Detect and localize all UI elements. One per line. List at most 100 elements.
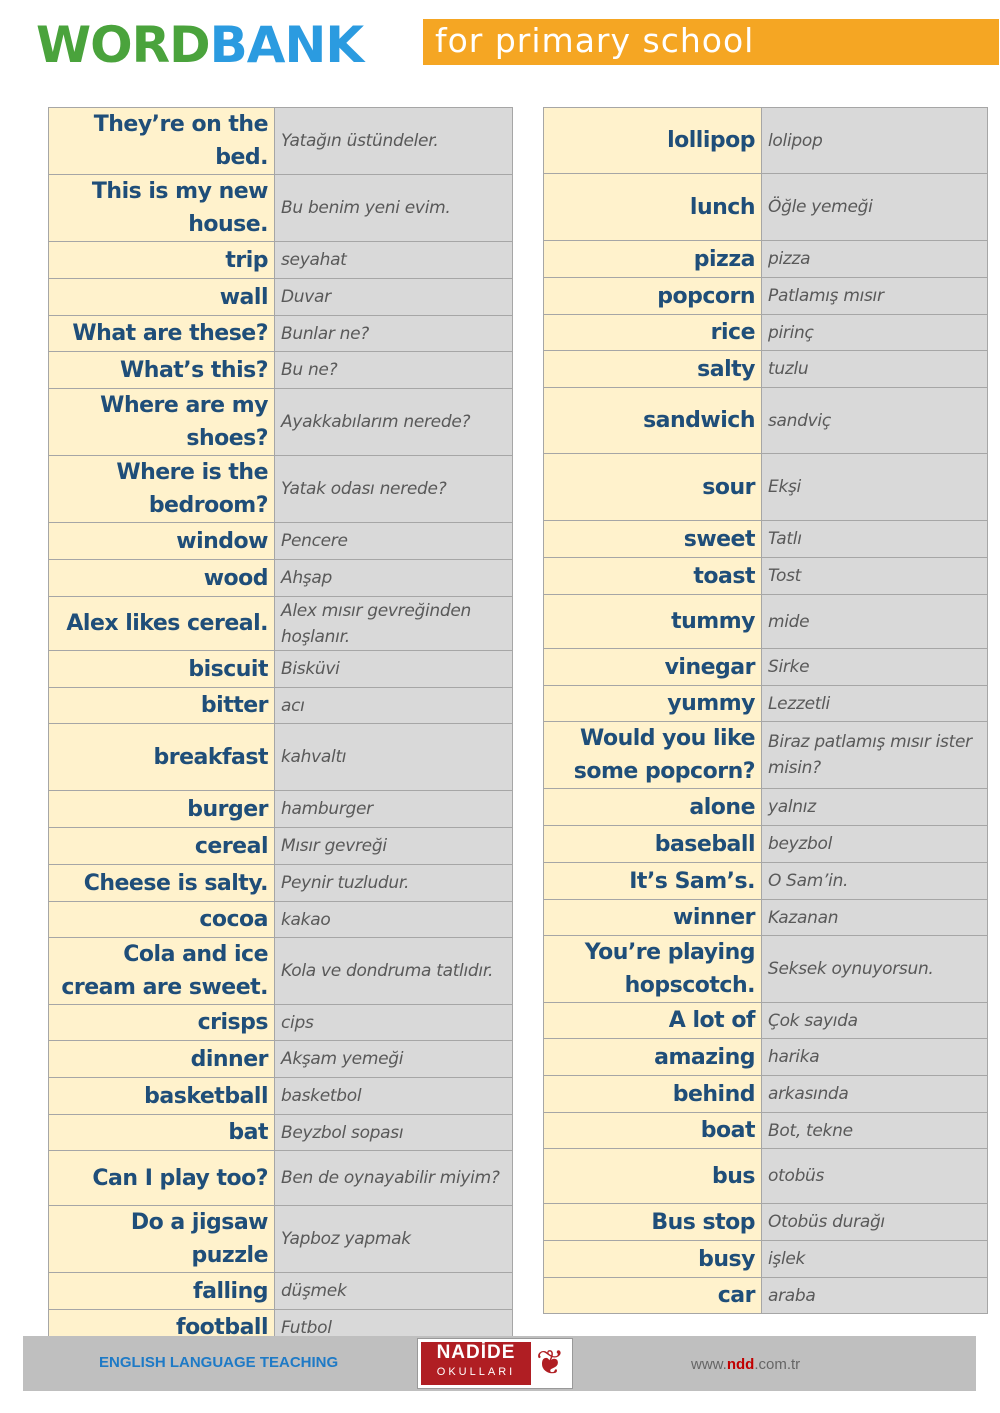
turkish-translation: tuzlu	[761, 350, 988, 388]
english-term: behind	[543, 1075, 762, 1113]
word-row: wall Duvar	[48, 278, 513, 316]
word-row: You’re playing hopscotch. Seksek oynuyors…	[543, 935, 988, 1003]
word-row: popcorn Patlamış mısır	[543, 277, 988, 315]
turkish-translation: Kazanan	[761, 899, 988, 936]
word-row: pizza pizza	[543, 240, 988, 278]
english-term: Do a jigsaw puzzle	[48, 1205, 275, 1273]
word-row: behind arkasında	[543, 1075, 988, 1113]
turkish-translation: Tost	[761, 557, 988, 595]
word-row: bus otobüs	[543, 1148, 988, 1204]
word-row: Can I play too? Ben de oynayabilir miyim?	[48, 1150, 513, 1206]
turkish-translation: Peynir tuzludur.	[274, 864, 513, 902]
english-term: wall	[48, 278, 275, 316]
tulip-icon: ❦	[536, 1344, 565, 1382]
turkish-translation: Bu ne?	[274, 351, 513, 389]
turkish-translation: pirinç	[761, 314, 988, 351]
logo-bank: BANK	[209, 16, 364, 74]
turkish-translation: Ahşap	[274, 559, 513, 597]
word-row: alone yalnız	[543, 788, 988, 826]
english-term: wood	[48, 559, 275, 597]
turkish-translation: Ayakkabılarım nerede?	[274, 388, 513, 456]
english-term: salty	[543, 350, 762, 388]
english-term: Can I play too?	[48, 1150, 275, 1206]
english-term: Where is the bedroom?	[48, 455, 275, 523]
word-row: salty tuzlu	[543, 350, 988, 388]
word-row: sweet Tatlı	[543, 520, 988, 558]
word-row: wood Ahşap	[48, 559, 513, 597]
turkish-translation: beyzbol	[761, 825, 988, 863]
turkish-translation: Ekşi	[761, 453, 988, 521]
word-row: lollipop lolipop	[543, 107, 988, 174]
english-term: You’re playing hopscotch.	[543, 935, 762, 1003]
word-row: A lot of Çok sayıda	[543, 1002, 988, 1039]
word-row: They’re on the bed. Yatağın üstündeler.	[48, 107, 513, 175]
word-row: sour Ekşi	[543, 453, 988, 521]
website-url: www.ndd.com.tr	[691, 1356, 801, 1373]
turkish-translation: kahvaltı	[274, 723, 513, 791]
turkish-translation: hamburger	[274, 790, 513, 828]
word-row: vinegar Sirke	[543, 648, 988, 686]
turkish-translation: pizza	[761, 240, 988, 278]
word-row: What are these? Bunlar ne?	[48, 315, 513, 352]
turkish-translation: Bu benim yeni evim.	[274, 174, 513, 242]
turkish-translation: Kola ve dondruma tatlıdır.	[274, 937, 513, 1005]
english-term: sour	[543, 453, 762, 521]
turkish-translation: yalnız	[761, 788, 988, 826]
turkish-translation: Ben de oynayabilir miyim?	[274, 1150, 513, 1206]
turkish-translation: Çok sayıda	[761, 1002, 988, 1039]
word-row: It’s Sam’s. O Sam’in.	[543, 862, 988, 900]
word-row: Bus stop Otobüs durağı	[543, 1203, 988, 1241]
english-term: yummy	[543, 685, 762, 722]
english-term: dinner	[48, 1040, 275, 1078]
turkish-translation: Otobüs durağı	[761, 1203, 988, 1241]
turkish-translation: Bunlar ne?	[274, 315, 513, 352]
english-term: amazing	[543, 1038, 762, 1076]
english-term: Alex likes cereal.	[48, 596, 275, 651]
nadide-logo: NADİDE OKULLARI ❦	[417, 1338, 573, 1389]
english-term: Cola and ice cream are sweet.	[48, 937, 275, 1005]
word-row: bitter acı	[48, 687, 513, 724]
word-row: Would you like some popcorn? Biraz patlam…	[543, 721, 988, 789]
english-term: busy	[543, 1240, 762, 1278]
turkish-translation: Sirke	[761, 648, 988, 686]
word-row: breakfast kahvaltı	[48, 723, 513, 791]
word-row: cereal Mısır gevreği	[48, 827, 513, 865]
turkish-translation: O Sam’in.	[761, 862, 988, 900]
word-row: car araba	[543, 1277, 988, 1314]
word-row: falling düşmek	[48, 1272, 513, 1310]
english-term: A lot of	[543, 1002, 762, 1039]
english-term: alone	[543, 788, 762, 826]
turkish-translation: Seksek oynuyorsun.	[761, 935, 988, 1003]
turkish-translation: Mısır gevreği	[274, 827, 513, 865]
turkish-translation: seyahat	[274, 241, 513, 279]
turkish-translation: Duvar	[274, 278, 513, 316]
english-term: trip	[48, 241, 275, 279]
word-row: cocoa kakao	[48, 901, 513, 938]
logo-word: WORD	[36, 16, 211, 74]
english-term: lollipop	[543, 107, 762, 174]
word-row: Where are my shoes? Ayakkabılarım nerede?	[48, 388, 513, 456]
word-row: This is my new house. Bu benim yeni evim.	[48, 174, 513, 242]
english-term: bus	[543, 1148, 762, 1204]
english-term: winner	[543, 899, 762, 936]
english-term: sweet	[543, 520, 762, 558]
turkish-translation: Bisküvi	[274, 650, 513, 688]
word-row: window Pencere	[48, 522, 513, 560]
footer: ENGLISH LANGUAGE TEACHING NADİDE OKULLARI…	[23, 1336, 976, 1391]
turkish-translation: Lezzetli	[761, 685, 988, 722]
turkish-translation: mide	[761, 594, 988, 649]
word-row: baseball beyzbol	[543, 825, 988, 863]
turkish-translation: işlek	[761, 1240, 988, 1278]
turkish-translation: kakao	[274, 901, 513, 938]
english-term: boat	[543, 1112, 762, 1149]
turkish-translation: acı	[274, 687, 513, 724]
word-row: lunch Öğle yemeği	[543, 173, 988, 241]
word-row: toast Tost	[543, 557, 988, 595]
word-row: Where is the bedroom? Yatak odası nerede?	[48, 455, 513, 523]
word-row: winner Kazanan	[543, 899, 988, 936]
english-term: cereal	[48, 827, 275, 865]
subtitle-banner: for primary school	[423, 19, 999, 65]
turkish-translation: Öğle yemeği	[761, 173, 988, 241]
logo-sub: OKULLARI	[436, 1366, 516, 1378]
wordbank-logo: WORDBANK	[36, 14, 364, 76]
